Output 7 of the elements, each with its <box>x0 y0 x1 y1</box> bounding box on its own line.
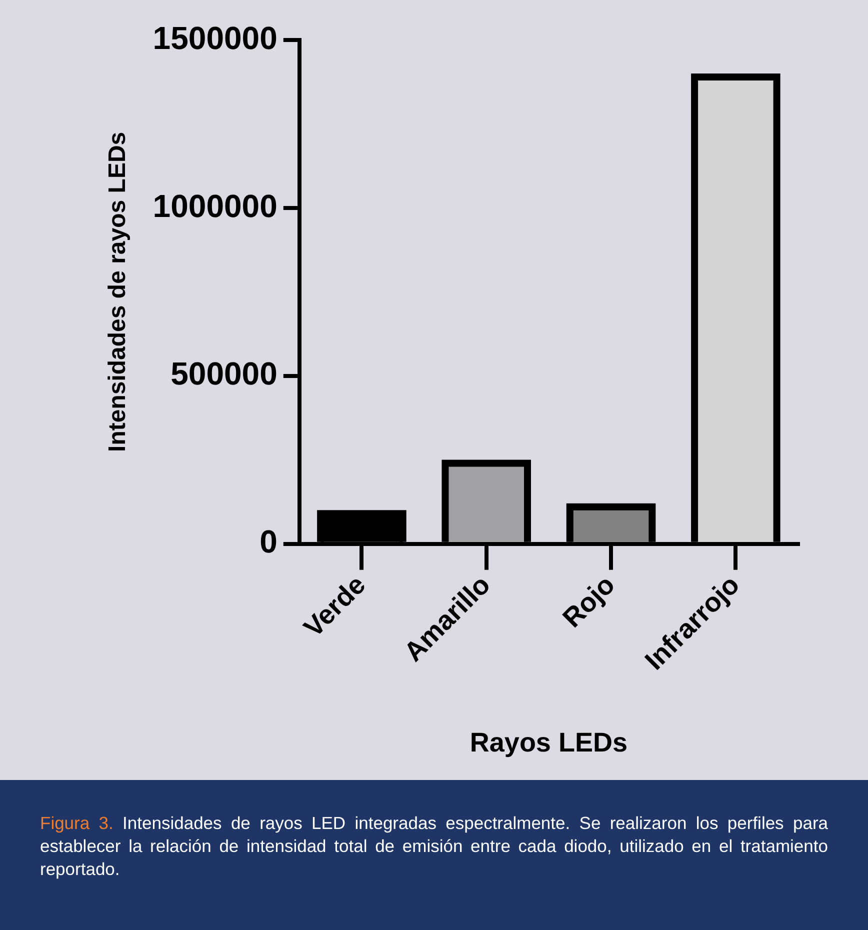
y-tick-label: 0 <box>260 524 278 560</box>
y-axis-title: Intensidades de rayos LEDs <box>104 132 132 452</box>
text: Figura 3. Intensidades de rayos LED integradas espectralmente. Se realizaron los perfiles para establecer la relación de intensidad total de emisión entre cada diodo, utilizado en el tratamiento reportado. <box>40 812 828 881</box>
y-tick-label: 500000 <box>170 356 278 392</box>
x-axis-title: Rayos LEDs <box>470 727 628 758</box>
y-tick-label: 1500000 <box>152 20 278 56</box>
y-tick-label: 1000000 <box>152 188 278 224</box>
